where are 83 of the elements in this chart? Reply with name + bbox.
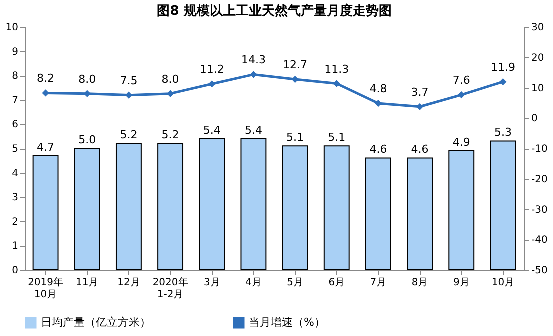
y2-tick-label: -20	[532, 174, 548, 186]
x-tick-label: 11月	[76, 278, 99, 288]
data-label: 14.3	[241, 54, 266, 67]
y-tick-label: 5	[12, 144, 18, 155]
y-tick-label: 10	[6, 22, 18, 34]
y2-tick-label: -50	[532, 266, 548, 276]
y-tick-label: 9	[12, 46, 18, 58]
point	[333, 80, 340, 88]
bar	[282, 146, 308, 270]
y-tick-label: 1	[12, 241, 18, 252]
bar	[365, 158, 392, 270]
point	[250, 71, 258, 78]
data-label: 8.0	[78, 72, 96, 86]
y-tick-label: 2	[12, 216, 18, 228]
y2-tick-label: 10	[532, 83, 544, 94]
bar	[74, 148, 100, 270]
point	[458, 92, 466, 99]
point	[500, 78, 507, 86]
x-tick-label: 2020年 1-2月	[152, 276, 188, 300]
data-label: 4.6	[370, 143, 388, 156]
data-label: 7.6	[452, 74, 470, 88]
data-label: 4.7	[37, 140, 55, 154]
data-label: 5.2	[162, 128, 180, 142]
y-tick-label: 7	[12, 95, 18, 106]
point	[292, 76, 299, 84]
point	[125, 92, 132, 99]
point	[42, 90, 50, 97]
data-label: 5.2	[120, 128, 138, 142]
bar	[158, 143, 184, 270]
point	[208, 80, 216, 88]
y2-tick-label: 20	[532, 52, 544, 64]
x-tick-label: 2019年 10月	[28, 276, 64, 300]
x-tick-label: 4月	[246, 278, 262, 288]
bar	[324, 146, 350, 270]
data-label: 4.8	[370, 82, 388, 96]
bar	[116, 143, 142, 270]
x-tick-label: 7月	[370, 278, 387, 288]
data-label: 8.2	[37, 72, 55, 86]
data-label: 5.1	[328, 131, 346, 144]
data-label: 7.5	[120, 74, 138, 88]
data-label: 4.6	[411, 143, 429, 156]
y-tick-label: 3	[12, 192, 18, 204]
x-tick-label: 10月	[492, 278, 515, 288]
data-label: 3.7	[411, 86, 429, 99]
y2-tick-label: 30	[532, 22, 544, 34]
point	[416, 103, 424, 110]
data-label: 11.9	[490, 60, 516, 74]
point	[84, 90, 91, 98]
x-tick-label: 5月	[287, 278, 304, 288]
data-label: 5.0	[78, 134, 96, 146]
legend-label: 日均产量（亿立方米）	[41, 316, 151, 329]
data-label: 8.0	[162, 72, 180, 86]
y2-tick-label: -40	[532, 235, 548, 246]
x-tick-label: 3月	[204, 278, 220, 288]
data-label: 5.4	[244, 124, 262, 137]
data-label: 5.1	[286, 131, 304, 144]
y-tick-label: 4	[12, 168, 18, 180]
data-label: 5.4	[203, 124, 221, 137]
y-tick-label: 6	[12, 120, 18, 131]
x-tick-label: 6月	[328, 278, 346, 288]
y-tick-label: 8	[12, 71, 18, 82]
bar	[448, 150, 475, 270]
data-label: 11.2	[200, 63, 224, 76]
x-tick-label: 12月	[118, 278, 140, 288]
data-label: 4.9	[452, 136, 470, 149]
bar	[490, 140, 516, 270]
point	[374, 100, 382, 108]
bar	[32, 155, 59, 270]
y2-tick-label: -30	[532, 204, 548, 216]
y2-tick-label: 0	[532, 114, 538, 125]
legend-label: 当月增速（%）	[249, 316, 326, 329]
bar	[407, 158, 434, 270]
point	[167, 90, 174, 98]
data-label: 11.3	[324, 62, 350, 76]
data-label: 5.3	[494, 126, 512, 140]
x-tick-label: 9月	[453, 278, 470, 288]
x-tick-label: 8月	[412, 278, 428, 288]
bar	[199, 138, 226, 270]
y2-tick-label: -10	[532, 144, 548, 155]
y-tick-label: 0	[12, 266, 18, 276]
data-label: 12.7	[283, 58, 308, 72]
bar	[240, 138, 267, 270]
chart-title: 图8 规模以上工业天然气产量月度走势图	[157, 3, 392, 19]
